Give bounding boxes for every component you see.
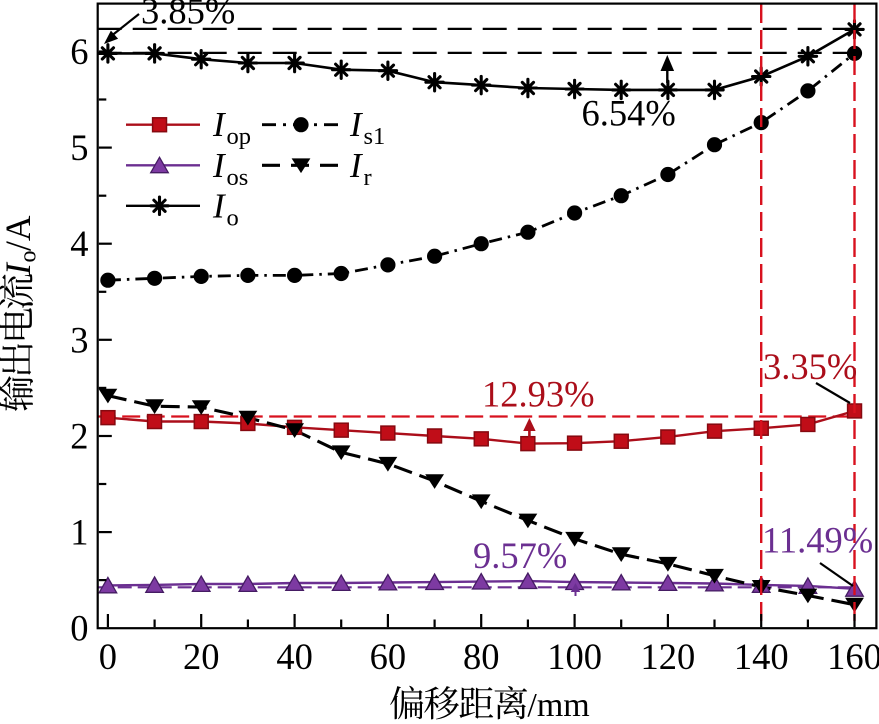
- svg-text:9.57%: 9.57%: [473, 535, 567, 576]
- svg-text:5: 5: [70, 127, 88, 168]
- svg-text:1: 1: [70, 512, 88, 553]
- svg-text:12.93%: 12.93%: [482, 374, 595, 415]
- svg-text:3.85%: 3.85%: [141, 0, 235, 32]
- svg-text:140: 140: [734, 636, 789, 677]
- svg-text:0: 0: [70, 608, 88, 649]
- svg-text:4: 4: [70, 223, 88, 264]
- svg-text:80: 80: [463, 636, 500, 677]
- svg-text:os: os: [227, 164, 249, 191]
- svg-text:r: r: [364, 164, 372, 191]
- svg-text:I: I: [212, 186, 227, 225]
- svg-text:I: I: [349, 146, 364, 185]
- svg-text:120: 120: [641, 636, 696, 677]
- svg-text:I: I: [212, 105, 227, 144]
- svg-text:I: I: [0, 261, 38, 276]
- svg-text:0: 0: [99, 636, 117, 677]
- svg-text:op: op: [227, 123, 252, 150]
- svg-text:160: 160: [827, 636, 879, 677]
- svg-text:3.35%: 3.35%: [763, 346, 857, 387]
- svg-text:11.49%: 11.49%: [762, 520, 873, 561]
- svg-text:o: o: [227, 204, 239, 231]
- svg-text:s1: s1: [364, 123, 386, 150]
- svg-text:100: 100: [547, 636, 602, 677]
- svg-text:/mm: /mm: [527, 687, 589, 724]
- svg-text:I: I: [349, 105, 364, 144]
- svg-text:6.54%: 6.54%: [582, 93, 676, 134]
- svg-text:3: 3: [70, 319, 88, 360]
- svg-text:40: 40: [276, 636, 313, 677]
- svg-text:20: 20: [183, 636, 220, 677]
- svg-text:I: I: [212, 146, 227, 185]
- svg-text:6: 6: [70, 31, 88, 72]
- svg-text:2: 2: [70, 416, 88, 457]
- svg-text:/A: /A: [0, 215, 38, 251]
- svg-text:60: 60: [370, 636, 407, 677]
- svg-text:o: o: [16, 251, 42, 263]
